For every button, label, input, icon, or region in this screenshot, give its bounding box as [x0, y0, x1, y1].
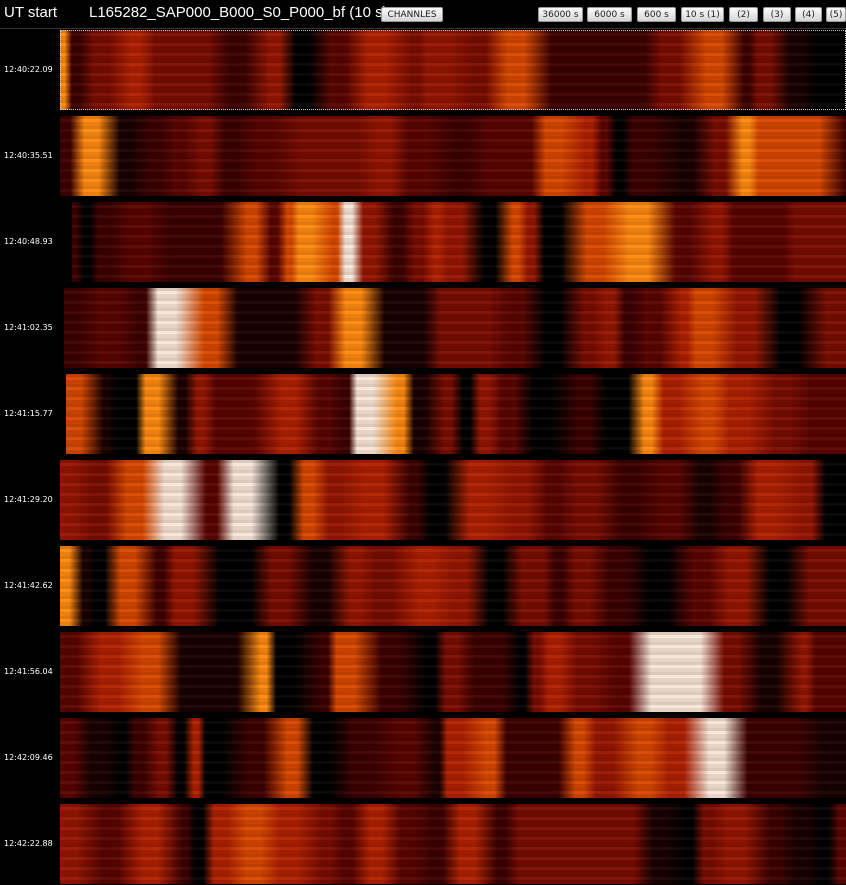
row-time: 12:40:48.93	[4, 237, 53, 246]
row-time: 12:40:22.09	[4, 65, 53, 74]
strip-row: 12:40:48.93	[0, 202, 846, 282]
strip-texture	[72, 202, 846, 282]
strip-texture	[60, 460, 846, 540]
strip-texture	[60, 546, 846, 626]
spectrum-strip[interactable]	[64, 288, 846, 368]
row-time: 12:42:09.46	[4, 753, 53, 762]
strip-row: 12:41:15.77	[0, 374, 846, 454]
spectrum-strip[interactable]	[72, 202, 846, 282]
strip-row: 12:40:35.51	[0, 116, 846, 196]
strip-row: 12:41:29.20	[0, 460, 846, 540]
strip-row: 12:41:56.04	[0, 632, 846, 712]
row-time: 12:40:35.51	[4, 151, 53, 160]
row-time: 12:41:15.77	[4, 409, 53, 418]
time-button[interactable]: 36000 s	[538, 7, 583, 22]
channels-button[interactable]: CHANNLES	[381, 7, 443, 22]
strip-texture	[60, 30, 846, 110]
strip-texture	[60, 632, 846, 712]
header-label: UT start	[4, 4, 58, 21]
strip-row: 12:41:02.35	[0, 288, 846, 368]
time-button[interactable]: (4)	[795, 7, 822, 22]
strip-texture	[60, 116, 846, 196]
strip-texture	[60, 718, 846, 798]
header: UT start L165282_SAP000_B000_S0_P000_bf …	[0, 0, 846, 29]
spectrum-strip[interactable]	[60, 460, 846, 540]
spectrum-strip[interactable]	[60, 116, 846, 196]
time-button[interactable]: 10 s (1)	[681, 7, 724, 22]
spectrum-strip[interactable]	[60, 546, 846, 626]
header-title: L165282_SAP000_B000_S0_P000_bf (10 s)	[89, 4, 388, 21]
spectrum-strip[interactable]	[60, 804, 846, 884]
time-button[interactable]: (5)	[826, 7, 846, 22]
time-button[interactable]: (2)	[729, 7, 758, 22]
strip-texture	[60, 804, 846, 884]
time-button[interactable]: (3)	[763, 7, 791, 22]
time-button[interactable]: 6000 s	[587, 7, 632, 22]
strip-row: 12:40:22.09	[0, 30, 846, 110]
spectrum-strip[interactable]	[60, 718, 846, 798]
row-time: 12:41:42.62	[4, 581, 53, 590]
strip-row: 12:42:09.46	[0, 718, 846, 798]
strip-row: 12:42:22.88	[0, 804, 846, 884]
row-time: 12:41:02.35	[4, 323, 53, 332]
row-time: 12:42:22.88	[4, 839, 53, 848]
spectrum-strip[interactable]	[66, 374, 846, 454]
strip-row: 12:41:42.62	[0, 546, 846, 626]
row-time: 12:41:56.04	[4, 667, 53, 676]
row-time: 12:41:29.20	[4, 495, 53, 504]
strip-texture	[64, 288, 846, 368]
time-button[interactable]: 600 s	[637, 7, 676, 22]
strip-texture	[66, 374, 846, 454]
spectrum-strip[interactable]	[60, 30, 846, 110]
spectrum-strip[interactable]	[60, 632, 846, 712]
